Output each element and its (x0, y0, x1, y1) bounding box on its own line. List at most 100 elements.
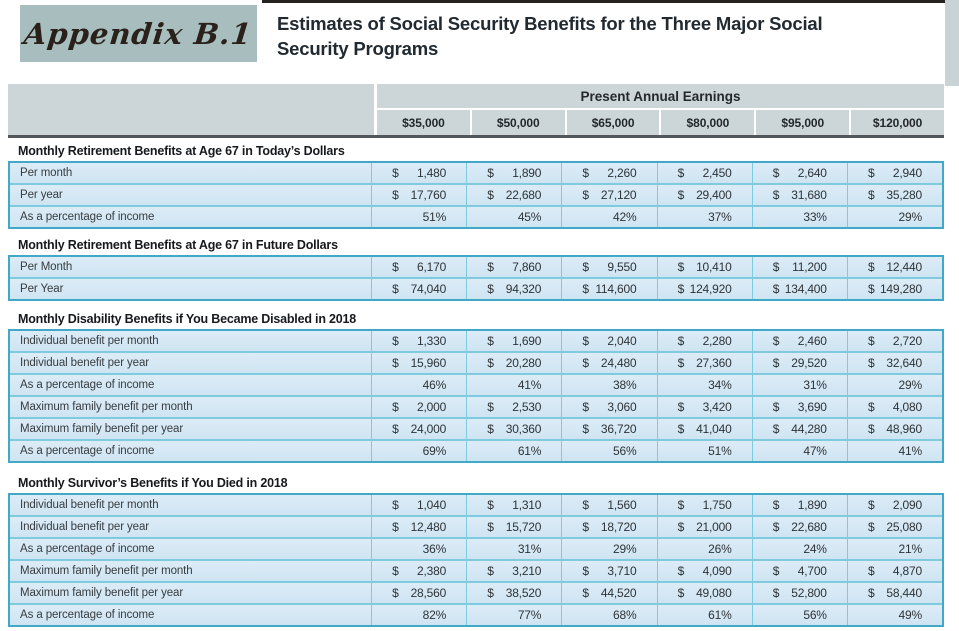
amount: 6,170 (417, 260, 447, 274)
row-label: Per year (10, 185, 372, 205)
currency-symbol: $ (487, 564, 494, 578)
amount: 1,560 (607, 498, 637, 512)
amount: 134,400 (784, 282, 827, 296)
currency-symbol: $ (487, 260, 494, 274)
amount: 1,040 (417, 498, 447, 512)
money-value: $44,280 (773, 422, 827, 436)
value-cell: $2,530 (467, 397, 563, 417)
amount: 11,200 (792, 260, 827, 274)
value-cell: $94,320 (467, 279, 563, 299)
money-value: $31,680 (773, 188, 827, 202)
currency-symbol: $ (582, 586, 589, 600)
value-cell: $29,520 (753, 353, 848, 373)
value-cell: $38,520 (467, 583, 563, 603)
amount: 18,720 (600, 520, 637, 534)
currency-symbol: $ (772, 498, 780, 512)
amount: 2,940 (892, 166, 922, 180)
currency-symbol: $ (582, 334, 589, 348)
amount: 20,280 (505, 356, 542, 370)
percent-value: 21% (898, 542, 923, 556)
value-cell: $27,120 (562, 185, 658, 205)
row-label: As a percentage of income (10, 441, 372, 461)
currency-symbol: $ (867, 586, 875, 600)
column-header: $65,000 (566, 110, 660, 135)
table-row: Per Month $6,170 $7,860 $9,550 $10,410 $11,20… (10, 257, 942, 277)
page-title: Estimates of Social Security Benefits fo… (277, 13, 823, 59)
amount: 2,640 (797, 166, 827, 180)
value-cell: 34% (658, 375, 753, 395)
currency-symbol: $ (582, 498, 589, 512)
money-value: $1,890 (487, 166, 541, 180)
currency-symbol: $ (582, 400, 589, 414)
money-value: $22,680 (773, 520, 827, 534)
currency-symbol: $ (772, 188, 780, 202)
section-heading: Monthly Retirement Benefits at Age 67 in… (18, 238, 338, 252)
row-label: Maximum family benefit per month (10, 397, 372, 417)
value-cell: 61% (658, 605, 753, 625)
money-value: $1,890 (773, 498, 827, 512)
currency-symbol: $ (772, 564, 780, 578)
currency-symbol: $ (772, 422, 780, 436)
currency-symbol: $ (867, 282, 875, 296)
value-cell: $48,960 (848, 419, 942, 439)
table-row: Maximum family benefit per year $28,560 $3… (10, 581, 942, 603)
amount: 2,040 (607, 334, 637, 348)
value-cell: $44,520 (562, 583, 658, 603)
header-columns-area: Present Annual Earnings $35,000 $50,000 $6… (377, 84, 944, 135)
table-row: As a percentage of income 82% 77% 68% 61% 56%… (10, 603, 942, 625)
money-value: $2,260 (582, 166, 636, 180)
amount: 149,280 (879, 282, 922, 296)
section-block: Individual benefit per month $1,330 $1,690… (8, 329, 944, 463)
amount: 2,720 (892, 334, 922, 348)
appendix-banner: Appendix B.1 (20, 5, 257, 62)
value-cell: $1,310 (467, 495, 563, 515)
money-value: $27,360 (678, 356, 732, 370)
value-cell: $10,410 (658, 257, 753, 277)
amount: 52,800 (791, 586, 827, 600)
row-label: Maximum family benefit per month (10, 561, 372, 581)
currency-symbol: $ (582, 422, 589, 436)
money-value: $15,960 (392, 356, 446, 370)
header-underline (8, 135, 944, 138)
money-value: $30,360 (487, 422, 541, 436)
value-cell: $2,040 (562, 331, 658, 351)
money-value: $2,040 (582, 334, 636, 348)
row-label: As a percentage of income (10, 207, 372, 227)
amount: 2,460 (797, 334, 827, 348)
amount: 1,690 (512, 334, 542, 348)
value-cell: $24,000 (372, 419, 468, 439)
money-value: $1,480 (392, 166, 446, 180)
currency-symbol: $ (867, 422, 875, 436)
percent-value: 26% (708, 542, 732, 556)
value-cell: 31% (753, 375, 848, 395)
value-cell: $22,680 (753, 517, 848, 537)
amount: 15,720 (505, 520, 542, 534)
amount: 12,440 (886, 260, 922, 274)
money-value: $28,560 (392, 586, 446, 600)
value-cell: $18,720 (562, 517, 658, 537)
column-header: $120,000 (851, 110, 944, 135)
percent-value: 38% (613, 378, 637, 392)
percent-value: 29% (613, 542, 637, 556)
amount: 44,280 (791, 422, 827, 436)
money-value: $149,280 (868, 282, 922, 296)
currency-symbol: $ (582, 356, 589, 370)
currency-symbol: $ (392, 498, 399, 512)
value-cell: 29% (848, 375, 942, 395)
value-cell: $29,400 (658, 185, 753, 205)
currency-symbol: $ (867, 334, 875, 348)
amount: 3,210 (512, 564, 542, 578)
money-value: $2,380 (392, 564, 446, 578)
value-cell: $1,480 (372, 163, 468, 183)
percent-value: 82% (422, 608, 447, 622)
money-value: $2,460 (773, 334, 827, 348)
amount: 1,330 (417, 334, 447, 348)
table-row: Per year $17,760 $22,680 $27,120 $29,400 $31,… (10, 183, 942, 205)
currency-symbol: $ (867, 498, 875, 512)
amount: 17,760 (410, 188, 447, 202)
value-cell: $52,800 (753, 583, 848, 603)
currency-symbol: $ (677, 260, 685, 274)
currency-symbol: $ (487, 498, 494, 512)
row-label: Maximum family benefit per year (10, 583, 372, 603)
